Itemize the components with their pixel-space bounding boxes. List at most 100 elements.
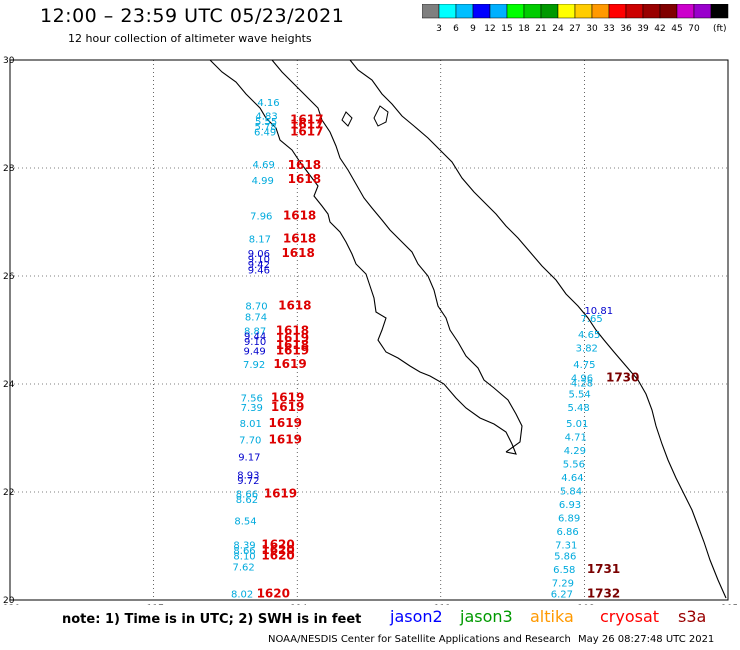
- colorbar-tick-label: 15: [501, 24, 512, 34]
- colorbar-legend: 3 6 9 12 15 18 21 24 27 30 33 36 39 42 45 70 (ft): [422, 4, 729, 34]
- satellite-legend-jason3: jason3: [460, 607, 513, 626]
- swh-value-label: 4.29: [564, 446, 586, 457]
- swh-value-label: 8.70: [245, 301, 267, 312]
- colorbar-tick-label: 30: [586, 24, 598, 34]
- swh-value-label: 6.86: [557, 527, 579, 538]
- lon-tick-label: -120: [0, 604, 20, 605]
- swh-value-label: 9.44: [244, 332, 266, 343]
- lat-tick-label: 28: [3, 164, 15, 174]
- swh-value-label: 5.01: [566, 419, 588, 430]
- swh-value-label: 8.66: [233, 546, 255, 557]
- swh-value-label: 7.65: [580, 314, 602, 325]
- pass-time-label: 1618: [281, 246, 314, 260]
- baja-west-coast: [209, 59, 517, 455]
- pass-time-label: 1619: [273, 357, 306, 371]
- pass-time-label: 1618: [283, 208, 316, 222]
- swh-value-label: 4.69: [253, 160, 275, 171]
- swh-value-label: 4.65: [578, 330, 600, 341]
- swh-value-label: 9.10: [244, 337, 266, 348]
- lat-tick-label: 20: [3, 596, 15, 605]
- colorbar-tick-label: 70: [688, 24, 700, 34]
- lon-tick-label: -111: [431, 604, 451, 605]
- colorbar-swatch: [710, 4, 729, 19]
- colorbar-tick-label: 27: [569, 24, 580, 34]
- footnote: note: 1) Time is in UTC; 2) SWH is in fe…: [62, 612, 362, 627]
- pass-time-label: 1617: [290, 118, 323, 132]
- swh-value-label: 8.62: [236, 495, 258, 506]
- swh-value-label: 8.93: [237, 471, 259, 482]
- pass-time-label: 1618: [276, 338, 309, 352]
- satellite-legend-altika: altika: [530, 607, 574, 626]
- colorbar-tick-label: 12: [484, 24, 495, 34]
- pass-time-label: 1617: [290, 113, 323, 127]
- swh-value-label: 5.55: [255, 117, 277, 128]
- swh-value-label: 4.83: [255, 111, 277, 122]
- swh-value-label: 6.27: [551, 589, 573, 600]
- swh-value-label: 7.29: [552, 579, 574, 590]
- swh-value-label: 5.78: [254, 122, 276, 133]
- satellite-legend-jason2: jason2: [390, 607, 443, 626]
- swh-value-label: 9.46: [248, 265, 270, 276]
- swh-value-label: 7.39: [241, 403, 263, 414]
- swh-value-label: 9.49: [243, 346, 265, 357]
- swh-value-label: 8.66: [236, 489, 258, 500]
- swh-value-label: 4.96: [571, 373, 593, 384]
- swh-value-label: 8.17: [249, 235, 271, 246]
- axis-labels: -120 -117 -114 -111 -108 -105 30 28 26 24 22 20: [0, 56, 738, 605]
- coastline: [209, 59, 727, 599]
- swh-value-label: 6.49: [254, 128, 276, 139]
- pass-time-label: 1619: [276, 331, 309, 345]
- swh-value-label: 7.92: [243, 360, 265, 371]
- colorbar-tick-label: 18: [518, 24, 530, 34]
- pass-time-label: 1618: [288, 172, 321, 186]
- pass-time-label: 1618: [288, 158, 321, 172]
- lat-tick-label: 26: [3, 272, 15, 282]
- swh-value-label: 3.82: [576, 344, 598, 355]
- lat-tick-label: 24: [3, 380, 15, 390]
- lat-tick-label: 30: [3, 56, 15, 66]
- colorbar-tick-label: 6: [453, 24, 459, 34]
- swh-value-label: 8.54: [234, 516, 256, 527]
- swh-value-label: 4.28: [571, 379, 593, 390]
- colorbar-tick-label: 21: [535, 24, 546, 34]
- colorbar-tick-label: 3: [436, 24, 442, 34]
- swh-value-label: 9.42: [248, 260, 270, 271]
- colorbar-tick-label: (ft): [713, 24, 727, 34]
- pass-time-label: 1618: [283, 232, 316, 246]
- pass-time-label: 1620: [257, 586, 290, 600]
- swh-value-label: 8.01: [240, 419, 262, 430]
- pass-time-label: 1618: [278, 298, 311, 312]
- swh-value-label: 9.72: [237, 476, 259, 487]
- lon-tick-label: -108: [574, 604, 595, 605]
- pass-time-label: 1619: [276, 343, 309, 357]
- pass-time-label: 1619: [269, 416, 302, 430]
- lat-tick-label: 22: [3, 488, 14, 498]
- swh-value-label: 4.64: [561, 473, 583, 484]
- swh-value-label: 7.96: [250, 211, 272, 222]
- map-subtitle: 12 hour collection of altimeter wave hei…: [68, 32, 312, 45]
- swh-value-label: 6.58: [553, 565, 575, 576]
- swh-value-label: 8.87: [244, 326, 266, 337]
- map-title: 12:00 – 23:59 UTC 05/23/2021: [40, 5, 345, 27]
- swh-value-label: 7.70: [239, 435, 261, 446]
- swh-value-label: 8.02: [231, 589, 253, 600]
- graticule: [9, 59, 729, 601]
- isla-angel: [341, 111, 353, 127]
- swh-value-label: 7.62: [232, 562, 254, 573]
- pass-time-label: 1617: [290, 125, 323, 139]
- swh-value-label: 9.10: [248, 255, 270, 266]
- map-panel[interactable]: 4.16 4.835.555.786.49 4.69 4.99 7.96 8.17 8.70…: [0, 0, 740, 605]
- pass-time-label: 1730: [606, 370, 639, 384]
- satellite-legend-s3a: s3a: [678, 607, 707, 626]
- pass-time-label: 1620: [261, 549, 294, 563]
- lon-tick-label: -114: [287, 604, 308, 605]
- satellite-legend-cryosat: cryosat: [600, 607, 660, 626]
- swh-value-label: 4.99: [252, 176, 274, 187]
- swh-value-label: 6.93: [559, 500, 581, 511]
- swh-value-label: 5.86: [554, 552, 576, 563]
- swh-value-label: 10.81: [584, 306, 613, 317]
- colorbar-tick-label: 36: [620, 24, 632, 34]
- swh-value-label: 9.06: [248, 249, 270, 260]
- swh-value-label: 7.31: [555, 541, 577, 552]
- colorbar-tick-label: 33: [603, 24, 614, 34]
